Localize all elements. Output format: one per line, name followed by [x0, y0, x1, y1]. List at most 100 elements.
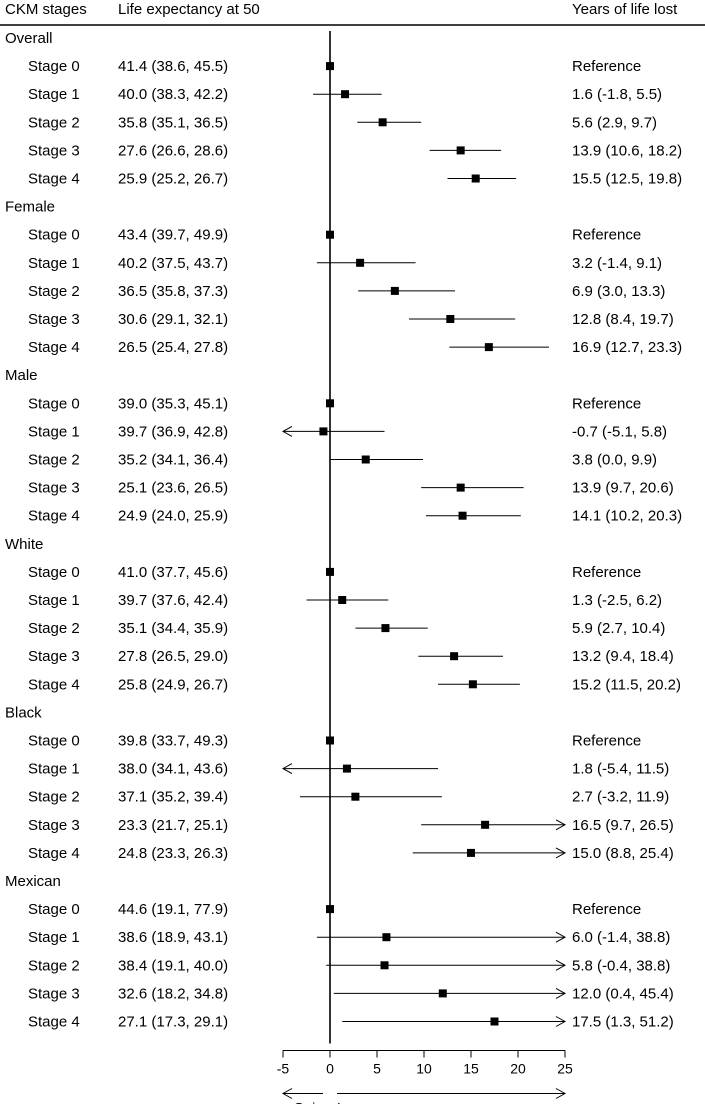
point-estimate [471, 174, 480, 183]
point-estimate [342, 764, 351, 773]
row-stage-label: Stage 4 [28, 339, 80, 356]
row-years-of-life-lost: 15.2 (11.5, 20.2) [572, 676, 681, 693]
ci-right-arrow [555, 819, 567, 831]
point-estimate [446, 315, 455, 323]
row-stage-label: Stage 2 [28, 620, 80, 637]
row-stage-label: Stage 0 [28, 564, 80, 581]
row-years-of-life-lost: Reference [572, 58, 641, 75]
row-life-expectancy: 39.8 (33.7, 49.3) [118, 733, 228, 750]
row-life-expectancy: 24.9 (24.0, 25.9) [118, 508, 228, 525]
row-stage-label: Stage 0 [28, 733, 80, 750]
point-estimate [361, 455, 370, 464]
row-years-of-life-lost: Reference [572, 564, 641, 581]
row-years-of-life-lost: Reference [572, 733, 641, 750]
row-life-expectancy: 30.6 (29.1, 32.1) [118, 311, 228, 328]
x-tick-label: 10 [416, 1061, 432, 1077]
point-estimate [456, 483, 465, 492]
row-life-expectancy: 35.2 (34.1, 36.4) [118, 452, 228, 469]
row-life-expectancy: 38.0 (34.1, 43.6) [118, 761, 228, 778]
point-estimate [458, 511, 467, 520]
row-years-of-life-lost: 1.3 (-2.5, 6.2) [572, 592, 662, 609]
point-estimate [351, 792, 360, 801]
group-label: White [5, 536, 43, 553]
group-label: Mexican [5, 873, 61, 890]
row-stage-label: Stage 0 [28, 227, 80, 244]
row-years-of-life-lost: 16.9 (12.7, 23.3) [572, 339, 682, 356]
x-axis: -5 0 5 10 15 20 25 Gain Loss [277, 1050, 573, 1104]
row-life-expectancy: 37.1 (35.2, 39.4) [118, 789, 228, 806]
ci-right-arrow [555, 931, 567, 943]
point-estimate [319, 427, 328, 436]
row-life-expectancy: 27.8 (26.5, 29.0) [118, 648, 228, 665]
row-stage-label: Stage 3 [28, 480, 80, 497]
row-life-expectancy: 40.0 (38.3, 42.2) [118, 86, 228, 103]
row-years-of-life-lost: 13.9 (9.7, 20.6) [572, 480, 674, 497]
point-estimate [356, 258, 365, 267]
group-label: Female [5, 199, 55, 216]
row-stage-label: Stage 3 [28, 142, 80, 159]
header-years-of-life-lost: Years of life lost [572, 1, 678, 18]
row-years-of-life-lost: 3.2 (-1.4, 9.1) [572, 255, 662, 272]
row-years-of-life-lost: -0.7 (-5.1, 5.8) [572, 423, 667, 440]
gain-label: Gain [293, 1100, 323, 1104]
row-years-of-life-lost: 5.9 (2.7, 10.4) [572, 620, 665, 637]
row-stage-label: Stage 1 [28, 592, 80, 609]
x-tick-label: 0 [326, 1061, 334, 1077]
row-years-of-life-lost: 12.0 (0.4, 45.4) [572, 985, 674, 1002]
row-years-of-life-lost: 14.1 (10.2, 20.3) [572, 508, 682, 525]
row-life-expectancy: 23.3 (21.7, 25.1) [118, 817, 228, 834]
point-estimate [381, 624, 390, 633]
loss-label: Loss [337, 1100, 367, 1104]
row-years-of-life-lost: 5.8 (-0.4, 38.8) [572, 957, 670, 974]
group-label: Black [5, 704, 42, 721]
ci-left-arrow [281, 763, 293, 775]
group-label: Male [5, 367, 38, 384]
row-life-expectancy: 41.4 (38.6, 45.5) [118, 58, 228, 75]
x-tick-label: 20 [510, 1061, 526, 1077]
point-estimate [484, 343, 493, 352]
point-estimate [380, 961, 389, 970]
x-tick-label: 15 [463, 1061, 479, 1077]
row-life-expectancy: 39.7 (36.9, 42.8) [118, 423, 228, 440]
row-years-of-life-lost: 12.8 (8.4, 19.7) [572, 311, 674, 328]
row-years-of-life-lost: 1.6 (-1.8, 5.5) [572, 86, 662, 103]
point-estimate [490, 1017, 499, 1026]
point-estimate [467, 848, 475, 857]
row-years-of-life-lost: 15.5 (12.5, 19.8) [572, 171, 682, 188]
row-stage-label: Stage 3 [28, 648, 80, 665]
row-stage-label: Stage 3 [28, 985, 80, 1002]
row-life-expectancy: 44.6 (19.1, 77.9) [118, 901, 228, 918]
row-years-of-life-lost: Reference [572, 395, 641, 412]
point-estimate [456, 146, 465, 155]
row-stage-label: Stage 4 [28, 1014, 80, 1031]
row-life-expectancy: 35.8 (35.1, 36.5) [118, 114, 228, 131]
row-life-expectancy: 25.9 (25.2, 26.7) [118, 171, 228, 188]
row-stage-label: Stage 1 [28, 761, 80, 778]
point-estimate [378, 118, 387, 127]
row-years-of-life-lost: 1.8 (-5.4, 11.5) [572, 761, 669, 778]
row-years-of-life-lost: 13.9 (10.6, 18.2) [572, 142, 682, 159]
column-headers: CKM stages Life expectancy at 50 Years o… [0, 1, 705, 26]
row-years-of-life-lost: 5.6 (2.9, 9.7) [572, 114, 657, 131]
point-estimate [438, 989, 447, 998]
row-stage-label: Stage 0 [28, 901, 80, 918]
row-life-expectancy: 38.6 (18.9, 43.1) [118, 929, 228, 946]
point-estimate [390, 286, 399, 295]
row-stage-label: Stage 4 [28, 676, 80, 693]
row-stage-label: Stage 0 [28, 395, 80, 412]
row-stage-label: Stage 2 [28, 114, 80, 131]
group-label: Overall [5, 30, 53, 47]
row-stage-label: Stage 2 [28, 957, 80, 974]
row-stage-label: Stage 2 [28, 789, 80, 806]
row-life-expectancy: 25.1 (23.6, 26.5) [118, 480, 228, 497]
gain-arrow-head [281, 1088, 293, 1099]
row-stage-label: Stage 1 [28, 929, 80, 946]
ci-left-arrow [281, 425, 293, 437]
row-years-of-life-lost: 15.0 (8.8, 25.4) [572, 845, 674, 862]
row-years-of-life-lost: Reference [572, 901, 641, 918]
row-stage-label: Stage 0 [28, 58, 80, 75]
row-years-of-life-lost: 16.5 (9.7, 26.5) [572, 817, 674, 834]
row-stage-label: Stage 4 [28, 171, 80, 188]
row-life-expectancy: 43.4 (39.7, 49.9) [118, 227, 228, 244]
